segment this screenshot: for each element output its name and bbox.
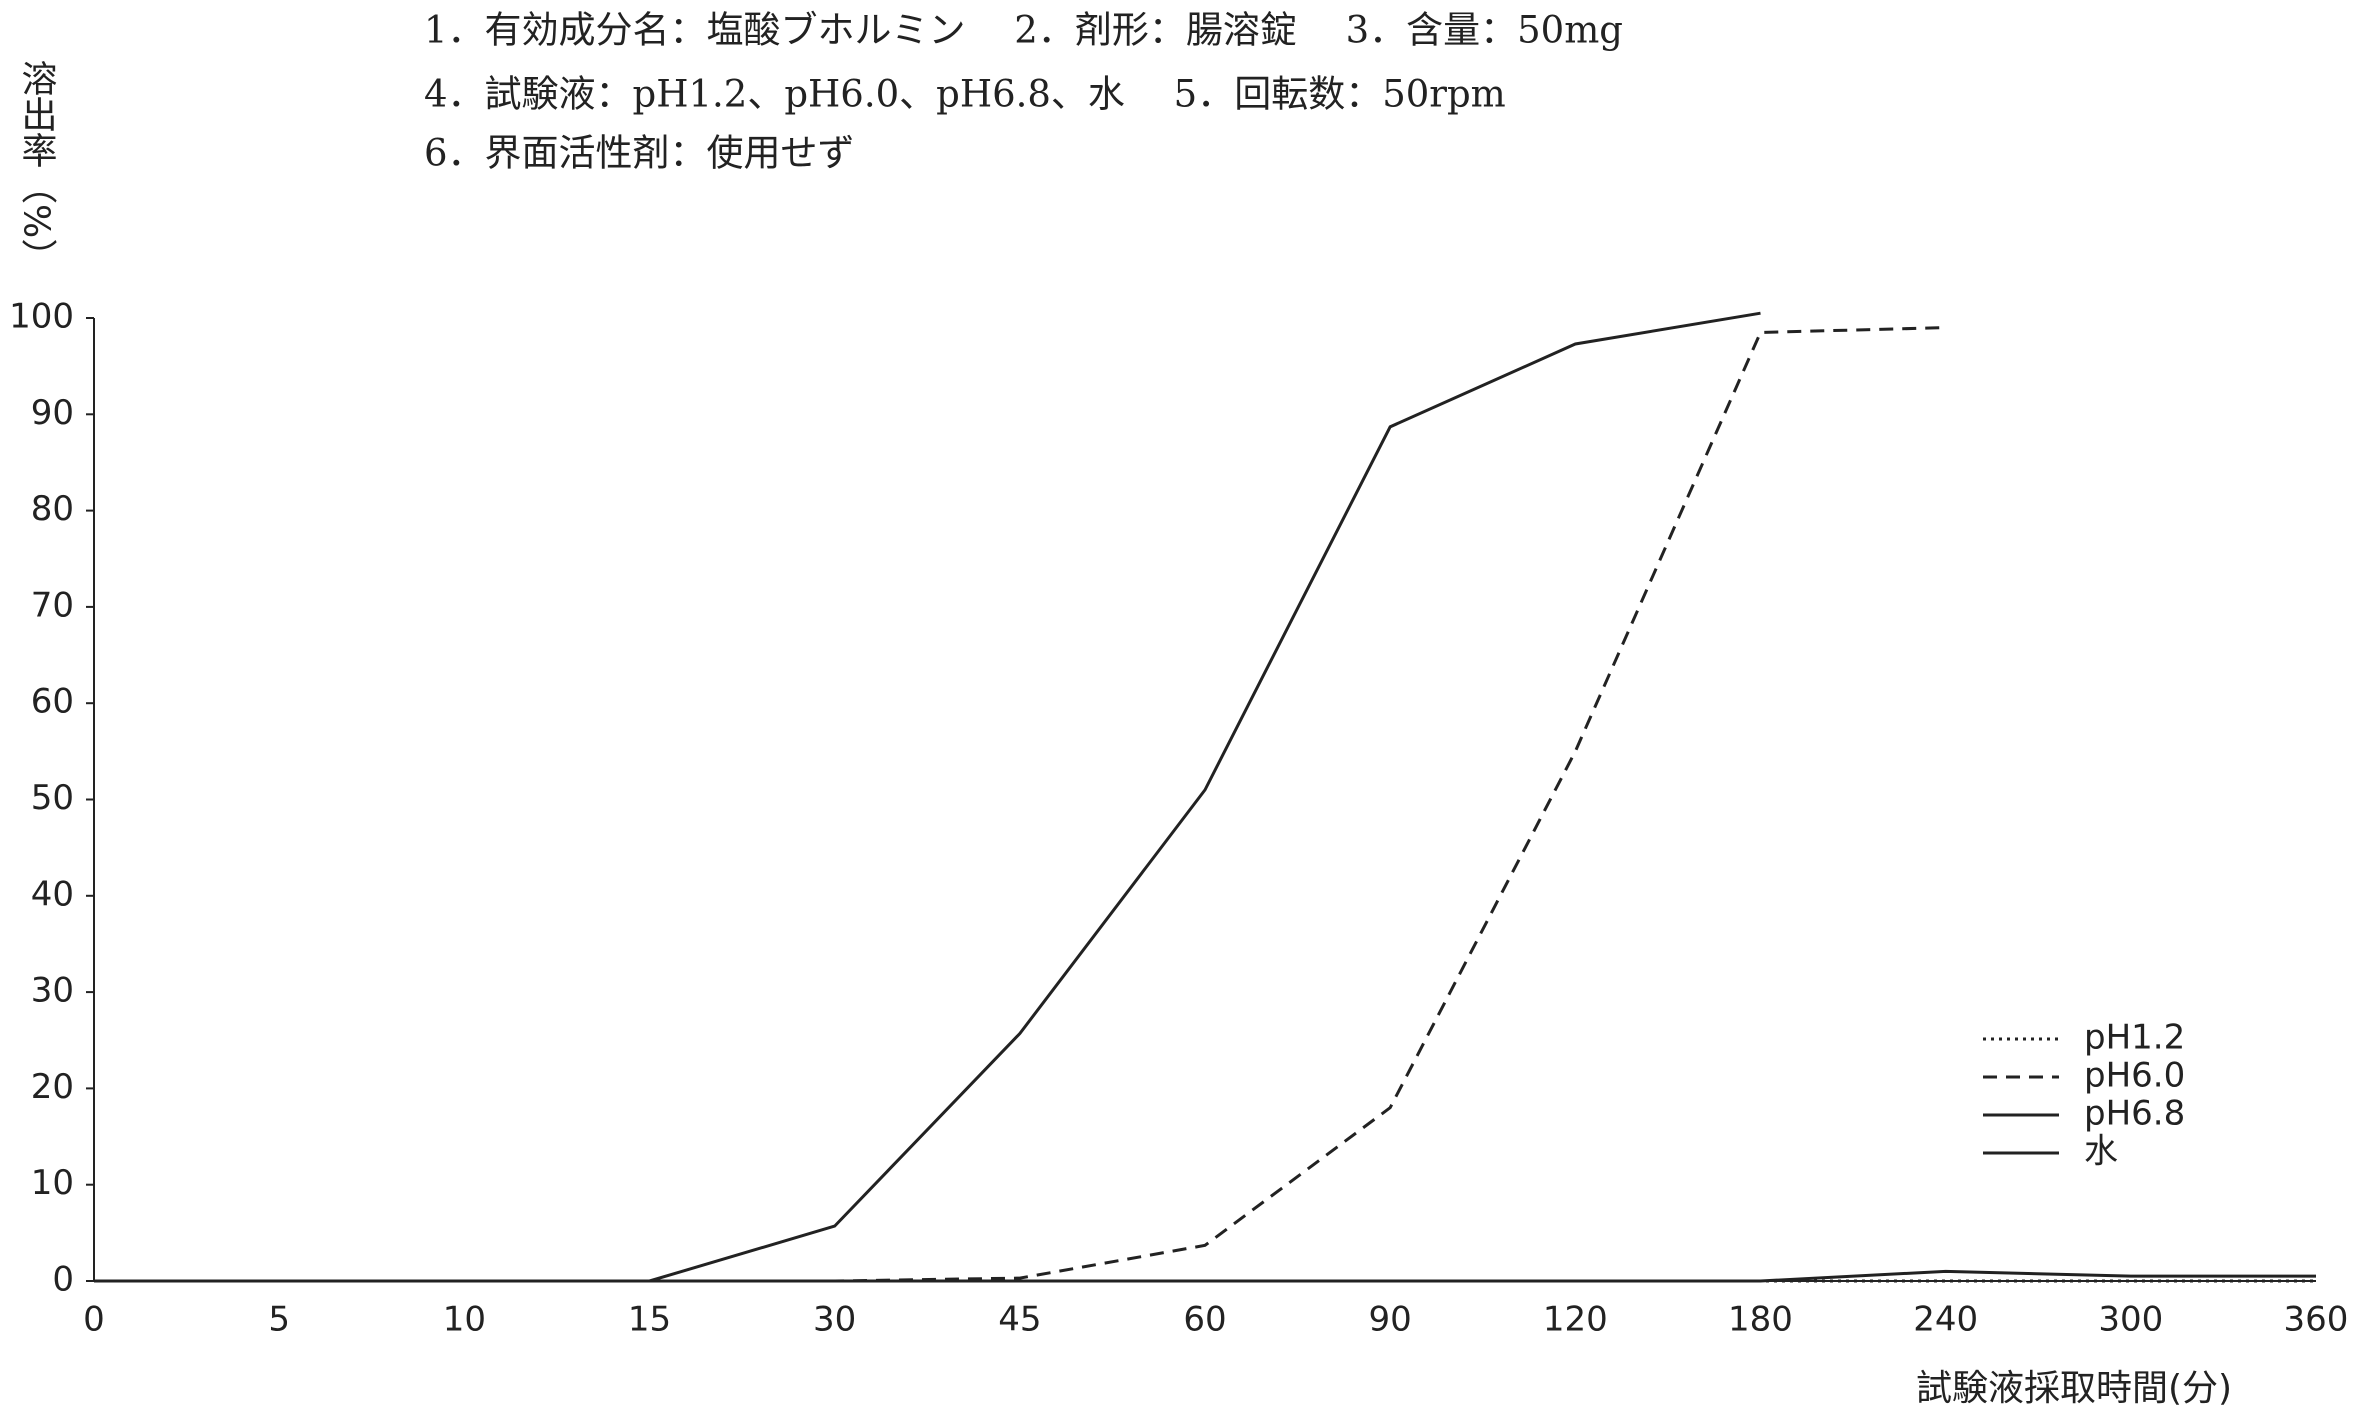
y-tick-label: 70 [31, 585, 74, 625]
y-tick-label: 90 [31, 393, 74, 433]
y-tick-label: 60 [31, 682, 74, 722]
x-axis-label: 試験液採取時間(分) [1916, 1368, 2232, 1409]
header-line: 1．有効成分名：塩酸ブホルミン 2．剤形：腸溶錠 3．含量：50mg [424, 9, 1623, 52]
data-line [94, 326, 1946, 1283]
y-axis-label: 溶出率（%） [16, 60, 58, 275]
y-tick-label: 20 [31, 1067, 74, 1107]
x-tick-label: 15 [628, 1300, 671, 1340]
x-tick-label: 240 [1913, 1300, 1978, 1340]
x-tick-label: 0 [83, 1300, 105, 1340]
y-tick-label: 100 [9, 297, 74, 337]
legend-label: 水 [2084, 1132, 2118, 1172]
y-tick-label: 80 [31, 489, 74, 529]
y-tick-label: 40 [31, 874, 74, 914]
legend-label: pH6.8 [2084, 1094, 2185, 1134]
data-line [94, 311, 1761, 1283]
y-tick-label: 50 [31, 778, 74, 818]
x-tick-label: 30 [813, 1300, 856, 1340]
y-tick-label: 0 [52, 1260, 74, 1300]
x-tick-label: 360 [2284, 1300, 2349, 1340]
x-tick-label: 90 [1369, 1300, 1412, 1340]
y-tick-label: 30 [31, 971, 74, 1011]
data-line [94, 1269, 2316, 1283]
x-tick-label: 5 [268, 1300, 290, 1340]
x-tick-label: 10 [443, 1300, 486, 1340]
header-line: 6．界面活性剤：使用せず [424, 132, 855, 175]
x-tick-label: 60 [1183, 1300, 1226, 1340]
x-tick-label: 300 [2098, 1300, 2163, 1340]
y-tick-label: 10 [31, 1163, 74, 1203]
x-tick-label: 45 [998, 1300, 1041, 1340]
x-tick-label: 180 [1728, 1300, 1793, 1340]
x-tick-label: 120 [1543, 1300, 1608, 1340]
header-line: 4．試験液：pH1.2、pH6.0、pH6.8、水 5．回転数：50rpm [424, 73, 1506, 116]
legend-label: pH1.2 [2084, 1018, 2185, 1058]
legend-label: pH6.0 [2084, 1056, 2185, 1096]
